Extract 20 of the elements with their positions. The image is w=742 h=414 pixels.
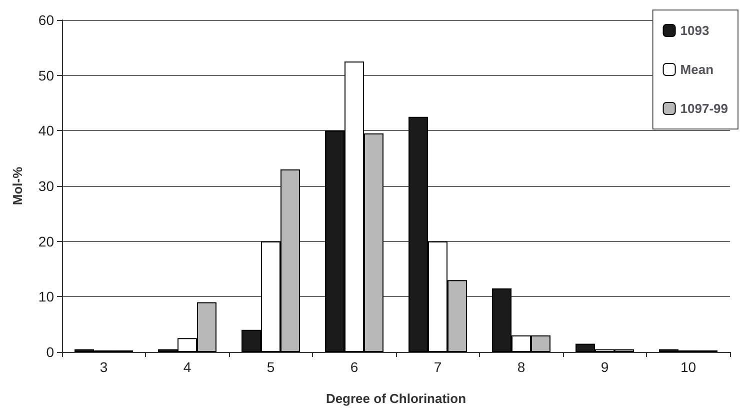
x-tick-label: 10 (680, 359, 696, 375)
legend-label: Mean (680, 62, 714, 77)
y-tick-label: 10 (38, 288, 54, 305)
legend-label: 1093 (680, 23, 710, 38)
legend-label: 1097-99 (680, 101, 728, 116)
x-tick-label: 3 (100, 359, 108, 375)
y-tick-label: 0 (46, 344, 54, 360)
y-tick-label: 50 (38, 67, 54, 84)
x-axis-title: Degree of Chlorination (326, 391, 466, 406)
x-tick-label: 9 (600, 359, 609, 375)
y-tick-label: 30 (38, 178, 54, 194)
y-tick-label: 40 (38, 122, 54, 139)
x-tick-label: 4 (183, 359, 192, 375)
y-tick-label: 20 (38, 233, 54, 250)
x-tick-label: 6 (350, 359, 358, 375)
y-tick-label: 60 (38, 12, 54, 28)
x-tick-label: 8 (517, 359, 526, 375)
y-axis-title: Mol-% (10, 166, 25, 206)
x-tick-label: 7 (434, 359, 442, 375)
x-tick-label: 5 (266, 359, 275, 375)
